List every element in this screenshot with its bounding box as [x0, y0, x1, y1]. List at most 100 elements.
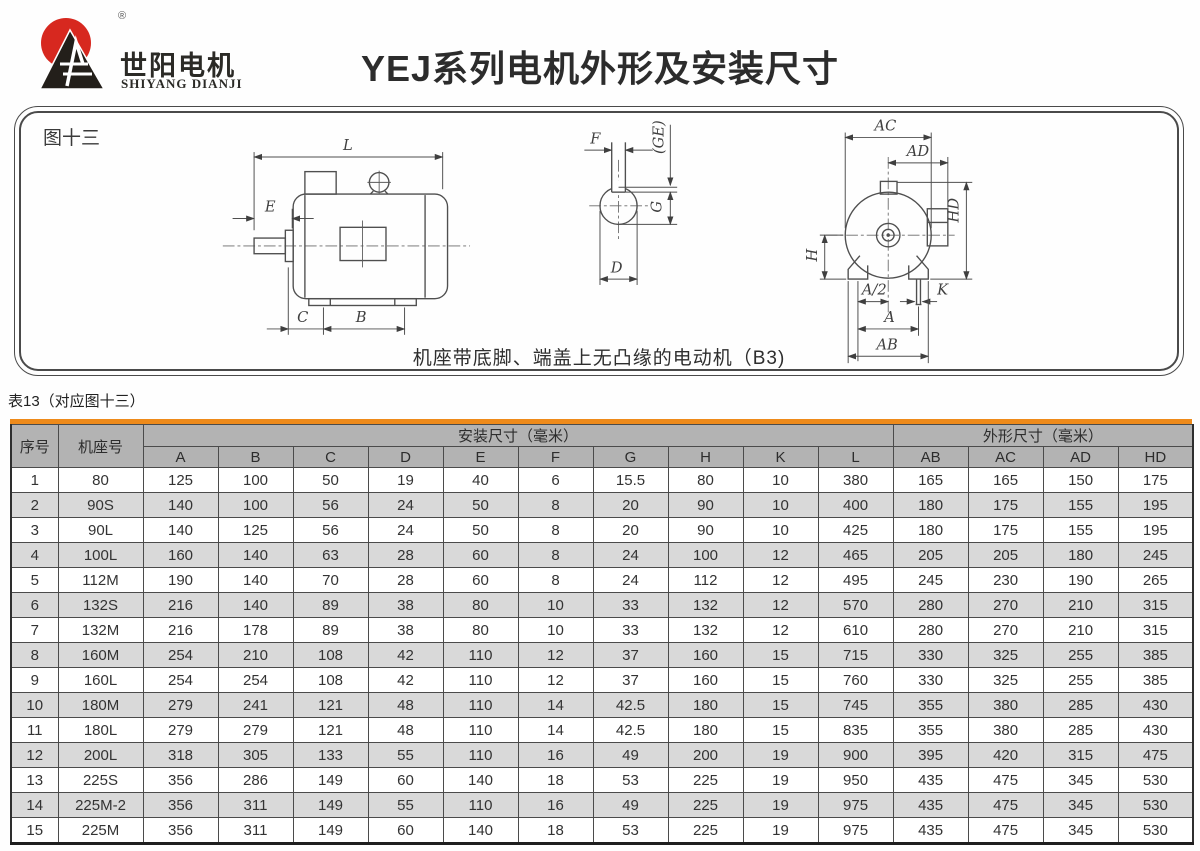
value-cell: 48	[367, 717, 444, 743]
value-cell: 280	[892, 592, 969, 618]
value-cell: 475	[967, 792, 1044, 818]
value-cell: 140	[217, 592, 294, 618]
value-cell: 28	[367, 567, 444, 593]
seq-cell: 7	[10, 617, 59, 643]
value-cell: 760	[817, 667, 894, 693]
value-cell: 140	[217, 567, 294, 593]
value-cell: 160	[667, 642, 744, 668]
value-cell: 420	[967, 742, 1044, 768]
value-cell: 356	[142, 767, 219, 793]
value-cell: 175	[1117, 467, 1194, 493]
value-cell: 15.5	[592, 467, 669, 493]
value-cell: 90	[667, 492, 744, 518]
value-cell: 430	[1117, 717, 1194, 743]
value-cell: 42	[367, 667, 444, 693]
value-cell: 285	[1042, 717, 1119, 743]
value-cell: 55	[367, 792, 444, 818]
value-cell: 140	[442, 767, 519, 793]
value-cell: 80	[442, 592, 519, 618]
value-cell: 475	[967, 817, 1044, 844]
value-cell: 835	[817, 717, 894, 743]
value-cell: 380	[967, 717, 1044, 743]
value-cell: 40	[442, 467, 519, 493]
value-cell: 325	[967, 667, 1044, 693]
value-cell: 12	[742, 617, 819, 643]
value-cell: 53	[592, 817, 669, 844]
value-cell: 180	[1042, 542, 1119, 568]
value-cell: 110	[442, 742, 519, 768]
value-cell: 255	[1042, 642, 1119, 668]
value-cell: 8	[517, 567, 594, 593]
col-header-frame: 机座号	[57, 424, 144, 468]
table-row: 7 132M 216 178 89 38 80 10 33 132 12 610 280 270 210…	[10, 617, 1194, 643]
value-cell: 254	[142, 642, 219, 668]
value-cell: 380	[817, 467, 894, 493]
value-cell: 465	[817, 542, 894, 568]
value-cell: 42.5	[592, 692, 669, 718]
dim-label-e: E	[264, 199, 276, 216]
dim-label-d: D	[610, 259, 623, 276]
value-cell: 530	[1117, 767, 1194, 793]
col-header-hd: HD	[1117, 446, 1194, 468]
value-cell: 12	[517, 667, 594, 693]
value-cell: 10	[742, 492, 819, 518]
value-cell: 356	[142, 817, 219, 844]
brand-name-cn: 世阳电机	[120, 51, 236, 81]
value-cell: 950	[817, 767, 894, 793]
value-cell: 165	[967, 467, 1044, 493]
value-cell: 385	[1117, 642, 1194, 668]
value-cell: 225	[667, 792, 744, 818]
value-cell: 8	[517, 542, 594, 568]
col-header-d: D	[367, 446, 444, 468]
value-cell: 8	[517, 492, 594, 518]
seq-cell: 3	[10, 517, 59, 543]
value-cell: 56	[292, 517, 369, 543]
frame-cell: 180L	[57, 717, 144, 743]
table-accent-bar	[10, 419, 1192, 424]
col-header-a: A	[142, 446, 219, 468]
mounting-feet	[308, 297, 417, 307]
dim-label-f: F	[589, 130, 601, 147]
value-cell: 900	[817, 742, 894, 768]
value-cell: 715	[817, 642, 894, 668]
value-cell: 330	[892, 667, 969, 693]
col-header-ad: AD	[1042, 446, 1119, 468]
value-cell: 110	[442, 792, 519, 818]
value-cell: 10	[742, 517, 819, 543]
value-cell: 19	[742, 742, 819, 768]
value-cell: 180	[892, 517, 969, 543]
value-cell: 60	[367, 767, 444, 793]
table-row: 3 90L 140 125 56 24 50 8 20 90 10 425 180 175 155 195	[10, 517, 1194, 543]
value-cell: 345	[1042, 767, 1119, 793]
value-cell: 385	[1117, 667, 1194, 693]
value-cell: 12	[742, 567, 819, 593]
value-cell: 175	[967, 517, 1044, 543]
value-cell: 24	[367, 492, 444, 518]
seq-cell: 15	[10, 817, 59, 844]
value-cell: 19	[742, 767, 819, 793]
motor-end-view: AC AD HD H A/2 K	[804, 118, 973, 364]
value-cell: 254	[217, 667, 294, 693]
value-cell: 80	[442, 617, 519, 643]
foot-right	[908, 255, 929, 280]
dim-label-g: G	[649, 201, 666, 213]
registered-trademark-icon: ®	[118, 10, 127, 22]
value-cell: 355	[892, 692, 969, 718]
value-cell: 160	[667, 667, 744, 693]
value-cell: 33	[592, 592, 669, 618]
value-cell: 178	[217, 617, 294, 643]
value-cell: 108	[292, 667, 369, 693]
col-header-b: B	[217, 446, 294, 468]
value-cell: 49	[592, 742, 669, 768]
seq-cell: 13	[10, 767, 59, 793]
value-cell: 53	[592, 767, 669, 793]
seq-cell: 10	[10, 692, 59, 718]
value-cell: 286	[217, 767, 294, 793]
dim-label-l: L	[342, 137, 353, 154]
value-cell: 48	[367, 692, 444, 718]
table-row: 14 225M-2 356 311 149 55 110 16 49 225 19 975 435 4…	[10, 792, 1194, 818]
seq-cell: 14	[10, 792, 59, 818]
value-cell: 24	[367, 517, 444, 543]
value-cell: 60	[442, 542, 519, 568]
value-cell: 19	[742, 817, 819, 844]
